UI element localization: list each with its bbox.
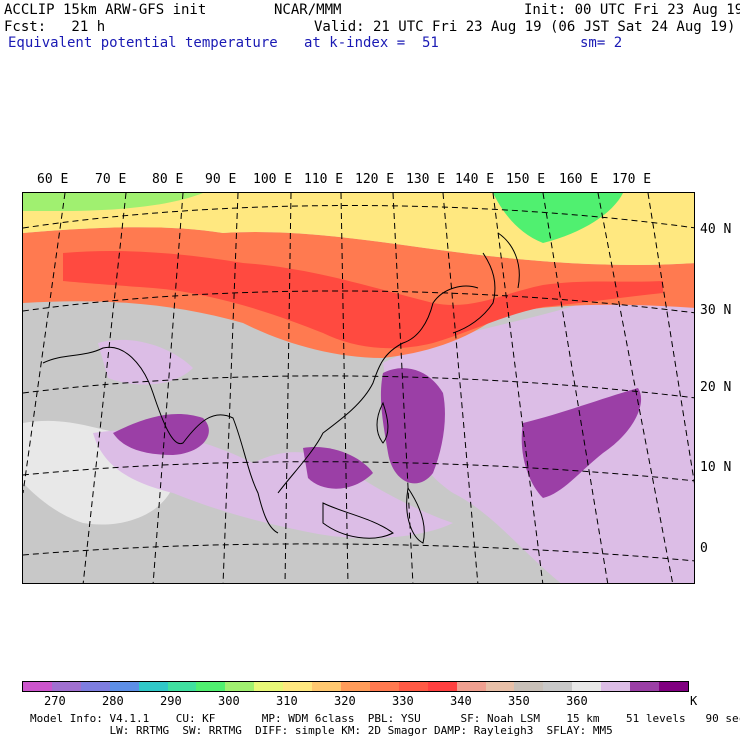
- lat-label: 40 N: [700, 222, 732, 237]
- colorbar-swatch: [398, 682, 428, 691]
- warm-band-core: [63, 251, 663, 349]
- colorbar-swatch: [23, 682, 52, 691]
- moist-purple-core: [303, 447, 373, 489]
- colorbar-swatch: [427, 682, 457, 691]
- colorbar-swatch: [340, 682, 370, 691]
- colorbar-label: 280: [102, 694, 124, 708]
- lon-label: 160 E: [559, 172, 599, 187]
- colorbar-swatch: [109, 682, 139, 691]
- map-panel: [22, 192, 695, 584]
- moist-lilac-region: [93, 430, 453, 539]
- valid-time: Valid: 21 UTC Fri 23 Aug 19 (06 JST Sat …: [314, 19, 736, 35]
- colorbar-label: 330: [392, 694, 414, 708]
- lon-label: 100 E: [253, 172, 293, 187]
- colorbar-swatch: [601, 682, 631, 691]
- smoothing-label: sm= 2: [580, 35, 623, 51]
- lat-label: 10 N: [700, 460, 732, 475]
- colorbar-swatch: [658, 682, 688, 691]
- lon-label: 140 E: [455, 172, 495, 187]
- colorbar-swatch: [283, 682, 313, 691]
- lon-label: 130 E: [406, 172, 446, 187]
- lat-label: 30 N: [700, 303, 732, 318]
- run-title: ACCLIP 15km ARW-GFS init: [4, 2, 207, 18]
- moist-purple-core: [113, 413, 209, 455]
- colorbar-label: 300: [218, 694, 240, 708]
- colorbar-swatch: [514, 682, 544, 691]
- lon-label: 70 E: [95, 172, 127, 187]
- model-info-line2: LW: RRTMG SW: RRTMG DIFF: simple KM: 2D …: [30, 724, 613, 737]
- coastline: [452, 232, 520, 334]
- init-time: Init: 00 UTC Fri 23 Aug 19: [524, 2, 740, 18]
- colorbar-swatch: [138, 682, 168, 691]
- colorbar-label: 310: [276, 694, 298, 708]
- lat-label: 0: [700, 541, 708, 556]
- coastline: [42, 285, 479, 534]
- colorbar-label: 340: [450, 694, 472, 708]
- field-name: Equivalent potential temperature: [8, 35, 278, 51]
- colorbar-label: 320: [334, 694, 356, 708]
- lon-label: 170 E: [612, 172, 652, 187]
- cold-band-green: [493, 193, 623, 243]
- colorbar-swatch: [572, 682, 602, 691]
- lon-label: 110 E: [304, 172, 344, 187]
- colorbar-swatch: [312, 682, 341, 691]
- colorbar-swatch: [543, 682, 573, 691]
- moist-purple-core: [380, 368, 445, 484]
- colorbar-swatch: [456, 682, 486, 691]
- colorbar-label: 290: [160, 694, 182, 708]
- lon-label: 150 E: [506, 172, 546, 187]
- colorbar: [22, 681, 689, 692]
- lon-label: 90 E: [205, 172, 237, 187]
- colorbar-swatch: [167, 682, 197, 691]
- cold-band-green: [23, 193, 203, 211]
- colorbar-label: 360: [566, 694, 588, 708]
- institution-label: NCAR/MMM: [274, 2, 342, 18]
- colorbar-swatch: [51, 682, 81, 691]
- moist-purple-core: [521, 388, 642, 498]
- graticule: [23, 193, 694, 583]
- lon-label: 60 E: [37, 172, 69, 187]
- coastline: [322, 401, 425, 544]
- forecast-hour: Fcst: 21 h: [4, 19, 106, 35]
- colorbar-swatch: [225, 682, 255, 691]
- colorbar-swatch: [254, 682, 284, 691]
- colorbar-swatch: [485, 682, 515, 691]
- level-index: at k-index = 51: [304, 35, 439, 51]
- model-info-line1: Model Info: V4.1.1 CU: KF MP: WDM 6class…: [30, 712, 740, 725]
- colorbar-swatch: [196, 682, 226, 691]
- lon-label: 80 E: [152, 172, 184, 187]
- colorbar-label: 350: [508, 694, 530, 708]
- colorbar-swatch: [369, 682, 399, 691]
- colorbar-swatch: [80, 682, 110, 691]
- lon-label: 120 E: [355, 172, 395, 187]
- theta-e-field: [23, 193, 694, 583]
- colorbar-label: 270: [44, 694, 66, 708]
- lat-label: 20 N: [700, 380, 732, 395]
- colorbar-unit: K: [690, 694, 698, 708]
- colorbar-swatch: [630, 682, 659, 691]
